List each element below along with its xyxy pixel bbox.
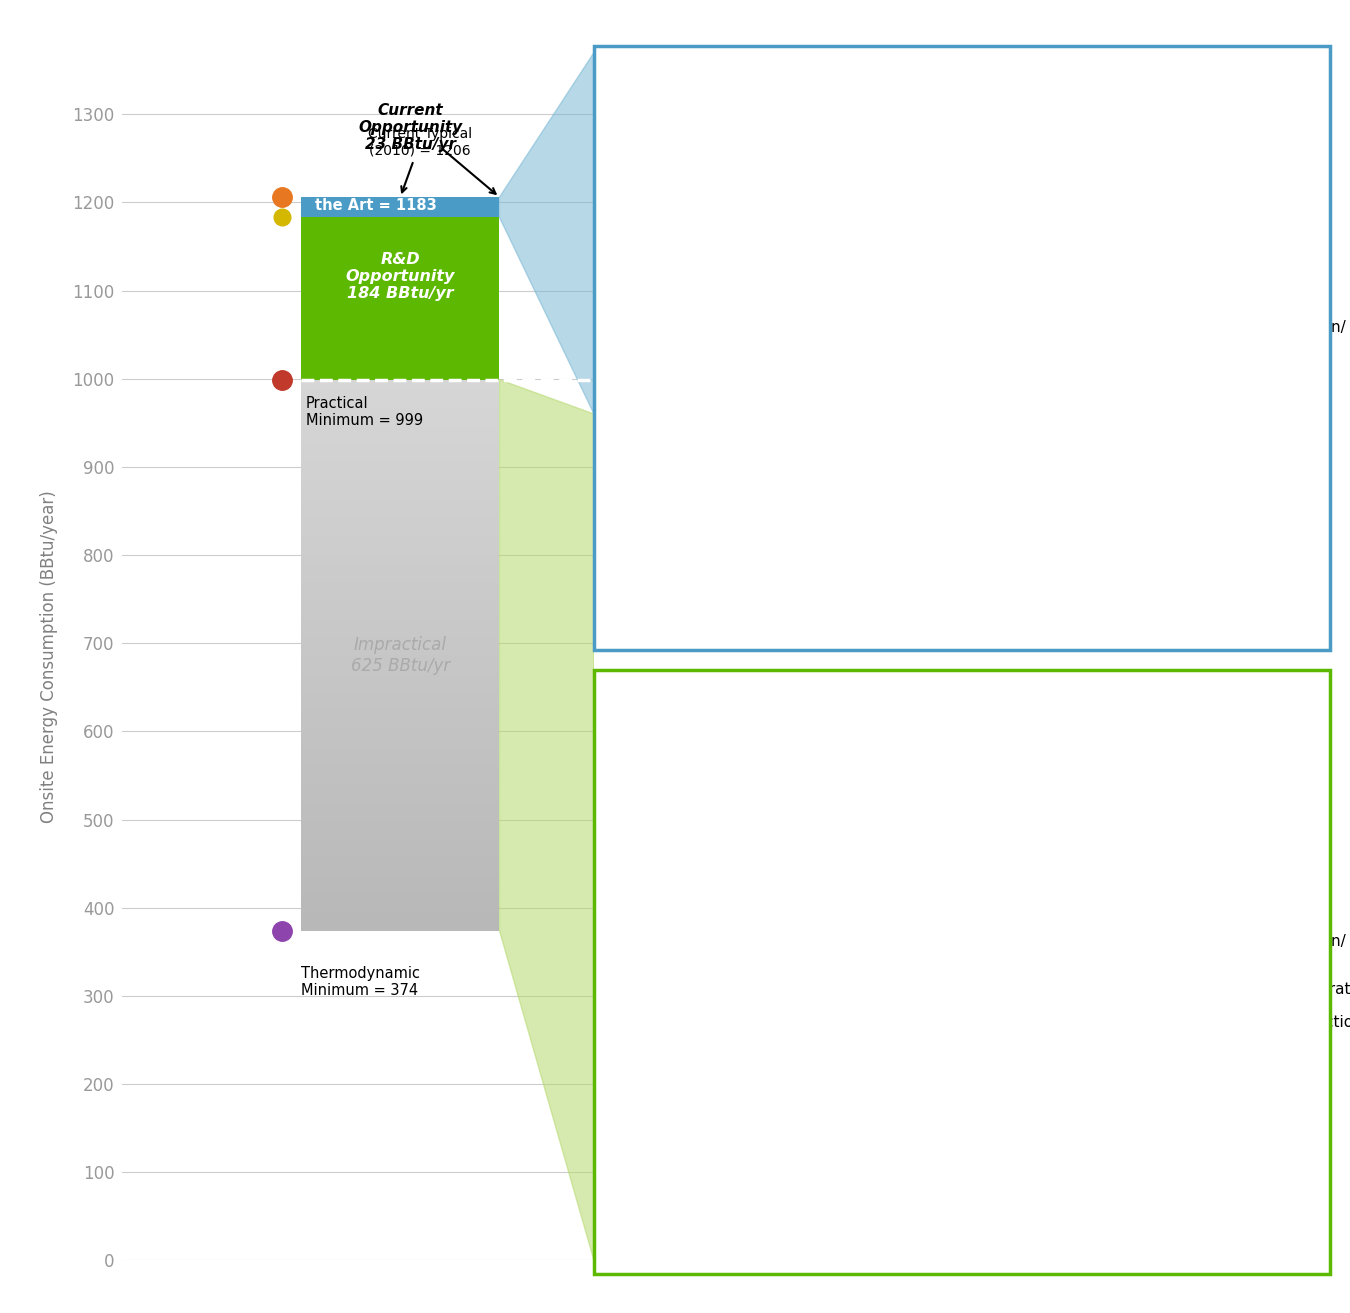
Text: Impractical
625 BBtu/yr: Impractical 625 BBtu/yr: [351, 635, 450, 675]
Bar: [301, 830, 500, 839]
Bar: [301, 508, 500, 517]
Text: Current Typical
(2010) = 1206: Current Typical (2010) = 1206: [369, 127, 472, 192]
Bar: [301, 453, 500, 462]
Bar: [301, 407, 500, 416]
Legend: Electrolysis, Secondary Production/
Processing, Raw Materials Preparation, Prima: Electrolysis, Secondary Production/ Proc…: [1133, 895, 1350, 1083]
Wedge shape: [663, 783, 857, 1102]
Bar: [301, 197, 500, 218]
Bar: [301, 628, 500, 637]
Wedge shape: [791, 773, 857, 965]
Bar: [301, 490, 500, 499]
Bar: [301, 701, 500, 710]
Bar: [301, 389, 500, 398]
Bar: [301, 517, 500, 527]
Title: R&D Energy Savings Opportunity by Process
(BBtu/year): R&D Energy Savings Opportunity by Proces…: [632, 671, 1083, 709]
Bar: [301, 591, 500, 600]
Bar: [301, 857, 500, 867]
Bar: [301, 821, 500, 830]
Text: 102.8: 102.8: [903, 947, 960, 964]
Bar: [301, 462, 500, 471]
Bar: [301, 637, 500, 646]
Bar: [301, 802, 500, 811]
Text: 17.5: 17.5: [761, 415, 806, 432]
Bar: [301, 618, 500, 628]
Text: 5.1: 5.1: [860, 739, 886, 755]
Bar: [301, 646, 500, 655]
Wedge shape: [718, 965, 857, 1146]
Y-axis label: Onsite Energy Consumption (BBtu/year): Onsite Energy Consumption (BBtu/year): [40, 490, 58, 823]
Bar: [301, 720, 500, 729]
Bar: [301, 655, 500, 664]
Bar: [301, 811, 500, 821]
Bar: [301, 765, 500, 775]
Bar: [301, 674, 500, 683]
Bar: [301, 922, 500, 931]
Bar: [301, 867, 500, 876]
Text: 12.5: 12.5: [780, 1073, 825, 1091]
Bar: [301, 600, 500, 609]
Bar: [301, 536, 500, 545]
Bar: [301, 379, 500, 389]
Wedge shape: [663, 167, 857, 368]
Text: R&D
Opportunity
184 BBtu/yr: R&D Opportunity 184 BBtu/yr: [346, 252, 455, 302]
Bar: [301, 545, 500, 554]
Bar: [301, 435, 500, 444]
Bar: [301, 563, 500, 572]
Bar: [301, 903, 500, 913]
Bar: [301, 692, 500, 701]
Bar: [301, 554, 500, 563]
Text: 5.1: 5.1: [801, 739, 828, 755]
Bar: [301, 664, 500, 674]
Text: State of
the Art = 1183: State of the Art = 1183: [315, 181, 437, 213]
Bar: [301, 876, 500, 885]
Bar: [301, 839, 500, 848]
Bar: [301, 499, 500, 508]
Text: 6.0: 6.0: [740, 239, 772, 257]
Bar: [301, 218, 500, 379]
Bar: [301, 416, 500, 425]
Bar: [301, 775, 500, 784]
Title: Current Energy Savings Opportunity by Process
(BBtu/year): Current Energy Savings Opportunity by Pr…: [616, 67, 1099, 105]
Bar: [301, 609, 500, 618]
Bar: [301, 481, 500, 490]
Bar: [301, 710, 500, 720]
Wedge shape: [663, 167, 1052, 555]
Text: Thermodynamic
Minimum = 374: Thermodynamic Minimum = 374: [301, 966, 420, 998]
Text: Practical
Minimum = 999: Practical Minimum = 999: [305, 395, 423, 428]
Bar: [301, 582, 500, 591]
Bar: [301, 398, 500, 407]
Text: 58.6: 58.6: [734, 976, 779, 994]
Polygon shape: [500, 379, 594, 1260]
Wedge shape: [824, 771, 857, 965]
Bar: [301, 738, 500, 747]
Bar: [301, 793, 500, 802]
Bar: [301, 784, 500, 793]
Polygon shape: [500, 53, 594, 414]
Bar: [301, 747, 500, 756]
Bar: [301, 471, 500, 481]
Wedge shape: [787, 771, 1052, 1159]
Legend: Secondary Production/
Processing, Semi-Finished Shape
Production: Secondary Production/ Processing, Semi-F…: [1133, 314, 1350, 408]
Bar: [301, 894, 500, 903]
Bar: [301, 913, 500, 922]
Bar: [301, 572, 500, 582]
Bar: [301, 756, 500, 765]
Bar: [301, 527, 500, 536]
Bar: [301, 848, 500, 857]
Bar: [301, 425, 500, 435]
Bar: [301, 444, 500, 453]
Bar: [301, 885, 500, 894]
Bar: [301, 683, 500, 692]
Bar: [301, 729, 500, 738]
Text: Current
Opportunity
23 BBtu/yr: Current Opportunity 23 BBtu/yr: [358, 102, 462, 152]
